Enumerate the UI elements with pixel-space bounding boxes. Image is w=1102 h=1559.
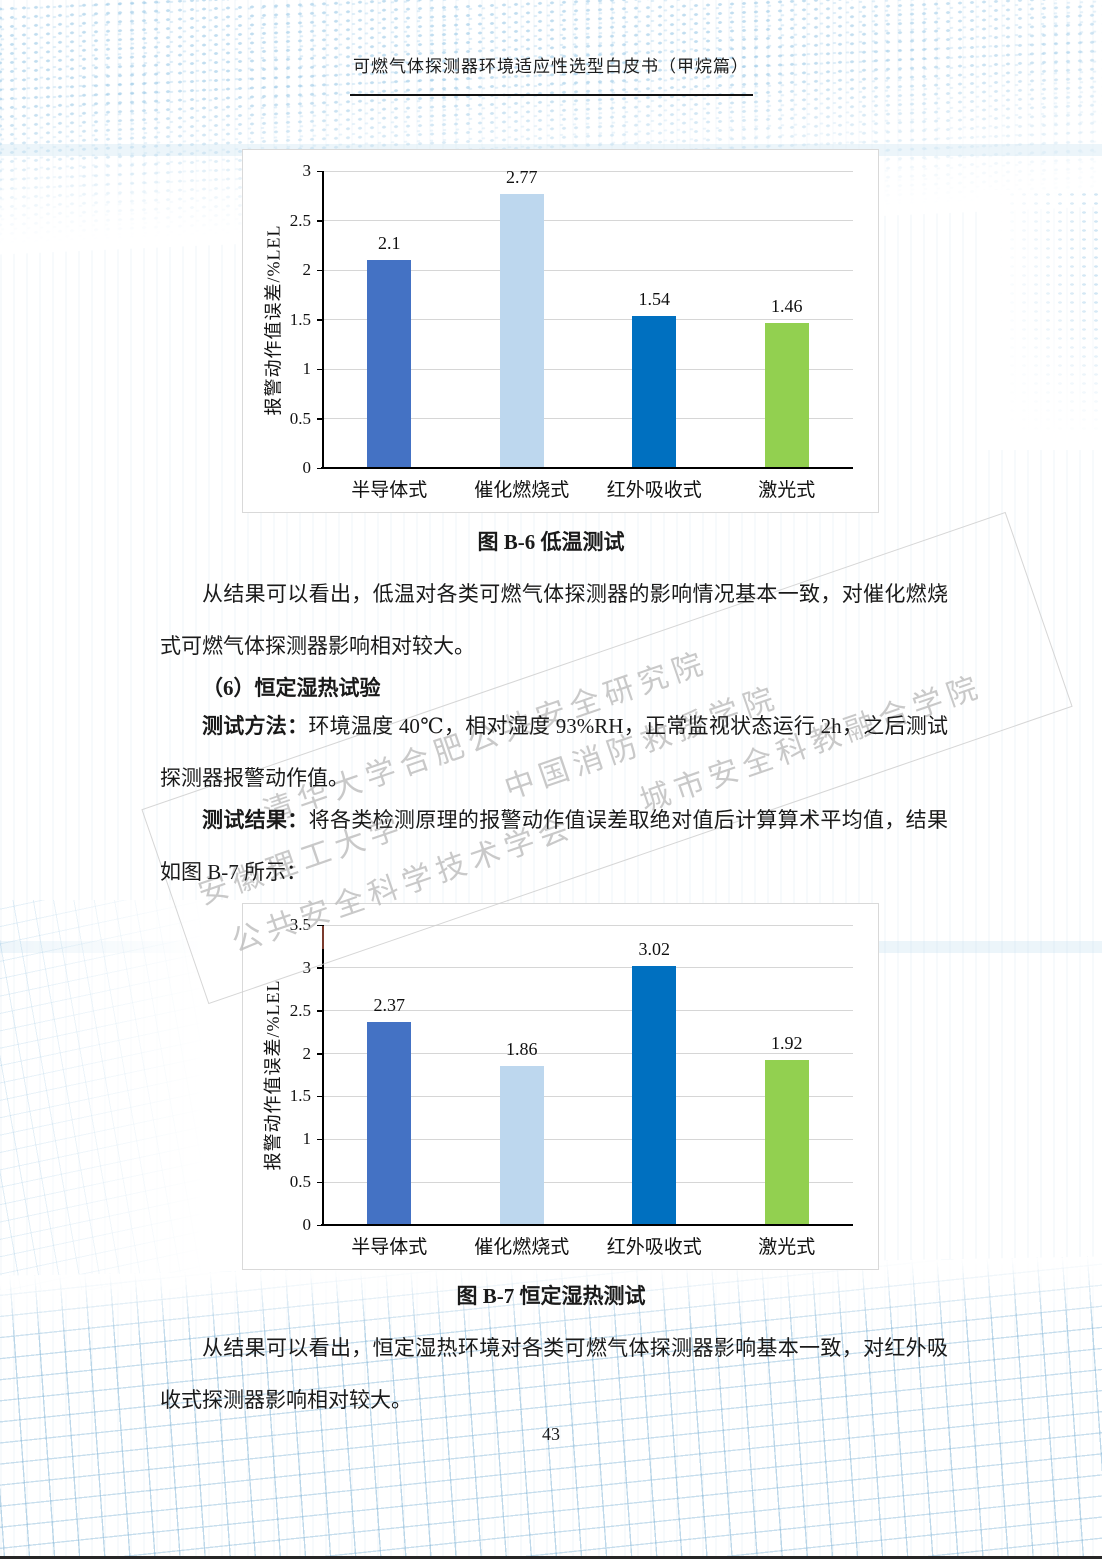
y-tick-mark: [317, 1010, 323, 1012]
category-label: 半导体式: [351, 1237, 428, 1258]
test-method-text: 环境温度 40℃，相对湿度 93%RH，正常监视状态运行 2h，之后测试探测器报…: [160, 714, 949, 790]
bar-value-label: 1.54: [638, 288, 671, 309]
y-tick-mark: [317, 924, 323, 926]
y-tick-label: 0.5: [289, 1172, 311, 1192]
bar-催化燃烧式: [499, 1065, 544, 1225]
y-tick-mark: [317, 319, 323, 321]
y-tick-mark: [317, 220, 323, 222]
bar-催化燃烧式: [499, 193, 544, 468]
bar-value-label: 2.77: [506, 166, 538, 187]
header-rule: [350, 94, 753, 96]
x-axis-line: [321, 1224, 853, 1226]
y-tick-label: 3: [302, 957, 312, 977]
y-gridline: [323, 418, 853, 419]
paragraph-test-result: 测试结果：将各类检测原理的报警动作值误差取绝对值后计算算术平均值，结果如图 B-…: [160, 794, 948, 898]
y-tick-mark: [317, 269, 323, 271]
test-result-label: 测试结果：: [202, 808, 309, 832]
y-axis-title: 报警动作值误差/%LEL: [263, 224, 283, 415]
axis-red-artifact: [322, 926, 324, 949]
figure-caption-b6: 图 B-6 低温测试: [477, 530, 625, 554]
y-tick-mark: [317, 1053, 323, 1055]
bar-红外吸收式: [632, 966, 677, 1225]
y-tick-mark: [317, 170, 323, 172]
paragraph-test-method: 测试方法：环境温度 40℃，相对湿度 93%RH，正常监视状态运行 2h，之后测…: [160, 700, 948, 804]
chart-b6-figure: 0 0.5 1 1.5 2 2.5 3 2.1 半导体式 2.77 催化燃烧式 1.54 红外吸收式 1.…: [242, 149, 879, 513]
bar-半导体式: [367, 1021, 412, 1225]
y-tick-mark: [317, 1095, 323, 1098]
y-gridline: [323, 220, 853, 221]
y-tick-label: 1.5: [289, 1086, 311, 1106]
bar-value-label: 1.46: [771, 296, 803, 317]
y-axis-line: [322, 925, 324, 1225]
category-label: 催化燃烧式: [474, 1237, 570, 1258]
y-tick-label: 0: [302, 458, 312, 477]
y-tick-label: 1: [302, 1129, 312, 1149]
page-number: 43: [542, 1424, 560, 1444]
y-tick-label: 3.5: [289, 915, 311, 934]
y-tick-label: 3: [302, 161, 312, 180]
y-tick-label: 1.5: [289, 309, 311, 329]
y-tick-mark: [317, 1224, 323, 1226]
y-tick-label: 0.5: [289, 408, 311, 428]
y-tick-mark: [317, 418, 323, 420]
category-label: 催化燃烧式: [474, 480, 570, 501]
page-header-title: 可燃气体探测器环境适应性选型白皮书（甲烷篇）: [353, 57, 749, 76]
y-tick-mark: [317, 368, 323, 370]
y-gridline: [323, 1181, 853, 1183]
y-tick-label: 2: [302, 260, 312, 279]
y-tick-label: 2.5: [289, 210, 311, 230]
y-gridline: [323, 1010, 853, 1012]
bar-value-label: 3.02: [638, 939, 671, 960]
y-tick-label: 1: [302, 359, 312, 378]
y-gridline: [323, 967, 853, 969]
y-tick-label: 0: [302, 1215, 312, 1234]
section-heading-6: （6）恒定湿热试验: [202, 676, 381, 700]
test-method-label: 测试方法：: [202, 714, 309, 738]
page-bottom-edge: [0, 1556, 1102, 1559]
category-label: 激光式: [758, 480, 816, 501]
y-gridline: [323, 368, 853, 370]
bar-激光式: [764, 323, 809, 468]
test-result-text: 将各类检测原理的报警动作值误差取绝对值后计算算术平均值，结果如图 B-7 所示：: [160, 808, 949, 884]
y-gridline: [323, 319, 853, 320]
y-tick-label: 2: [302, 1043, 312, 1063]
y-gridline: [323, 1053, 853, 1055]
y-tick-mark: [317, 967, 323, 969]
figure-caption-b7: 图 B-7 恒定湿热测试: [456, 1284, 646, 1308]
y-gridline: [323, 924, 853, 926]
x-axis-line: [321, 467, 853, 469]
category-label: 激光式: [758, 1237, 816, 1258]
bar-激光式: [764, 1060, 809, 1225]
y-tick-mark: [317, 1181, 323, 1184]
category-label: 红外吸收式: [606, 1237, 702, 1258]
y-axis-line: [322, 171, 324, 468]
y-tick-mark: [317, 467, 323, 469]
chart-b7-figure: 0 0.5 1 1.5 2 2.5 3 3.5 2.37 半导体式 1.86 催化燃烧式 3.02 红外吸…: [242, 903, 879, 1270]
bar-value-label: 1.86: [506, 1038, 538, 1059]
right-dotted-wave-pattern: [982, 190, 1102, 450]
left-mesh-pattern: [0, 900, 255, 1290]
bar-value-label: 2.37: [373, 994, 406, 1015]
y-gridline: [323, 1138, 853, 1140]
paragraph-low-temp-conclusion: 从结果可以看出，低温对各类可燃气体探测器的影响情况基本一致，对催化燃烧式可燃气体…: [160, 582, 948, 658]
bar-value-label: 2.1: [378, 233, 401, 254]
y-gridline: [323, 1095, 853, 1097]
y-tick-mark: [317, 1138, 323, 1141]
bar-value-label: 1.92: [771, 1033, 803, 1054]
category-label: 红外吸收式: [606, 480, 702, 501]
y-gridline: [323, 269, 853, 271]
paragraph-damp-heat-conclusion: 从结果可以看出，恒定湿热环境对各类可燃气体探测器影响基本一致，对红外吸收式探测器…: [160, 1336, 948, 1412]
y-gridline: [323, 170, 853, 172]
bar-半导体式: [367, 260, 412, 468]
category-label: 半导体式: [351, 480, 428, 501]
bar-红外吸收式: [632, 315, 677, 468]
y-tick-label: 2.5: [289, 1000, 311, 1020]
